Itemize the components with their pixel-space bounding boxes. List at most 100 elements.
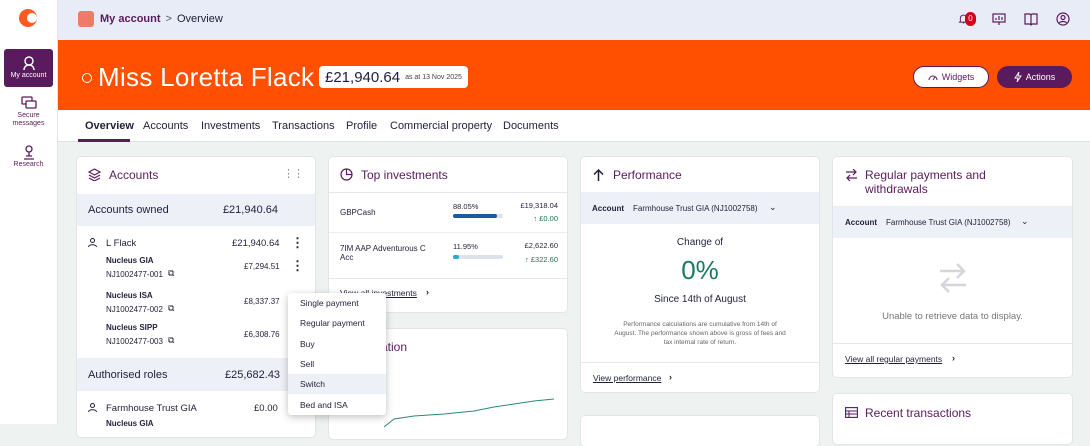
presentation-icon <box>992 13 1006 25</box>
regular-payments-card: Regular payments and withdrawals Account … <box>833 157 1072 377</box>
holder-more-icon[interactable]: ⋮ <box>291 235 304 250</box>
chevron-right-icon: › <box>426 287 429 297</box>
copy-icon[interactable]: ⧉ <box>168 335 175 345</box>
gauge-icon <box>928 75 938 81</box>
regular-payments-title: Regular payments and withdrawals <box>865 168 986 196</box>
top-investments-card: Top investments GBPCash 88.05% £19,318.0… <box>329 157 567 312</box>
trust-name: Farmhouse Trust GIA <box>106 403 197 414</box>
tab-documents[interactable]: Documents <box>503 120 559 132</box>
regular-payments-title-line: Regular payments and <box>865 168 986 182</box>
chevron-down-icon[interactable] <box>82 73 92 83</box>
accounts-title: Accounts <box>109 168 159 182</box>
research-icon <box>23 145 34 160</box>
product-name: Nucleus ISA <box>106 291 153 300</box>
investment-change: ↑ £0.00 <box>533 214 558 223</box>
menu-item-regular-payment[interactable]: Regular payment <box>300 318 365 329</box>
account-actions-menu: Single payment Regular payment Buy Sell … <box>288 293 386 415</box>
menu-item-sell[interactable]: Sell <box>300 359 315 370</box>
client-balance: £21,940.64 <box>325 68 401 86</box>
tab-commercial-property[interactable]: Commercial property <box>390 120 493 132</box>
person-icon <box>88 403 97 412</box>
actions-label: Actions <box>1025 72 1056 82</box>
account-icon <box>22 56 35 71</box>
tab-profile[interactable]: Profile <box>346 120 378 132</box>
chat-icon <box>20 96 37 109</box>
nav-label: messages <box>12 120 45 127</box>
chevron-right-icon: › <box>669 372 672 382</box>
widgets-button[interactable]: Widgets <box>913 66 989 88</box>
nav-label: My account <box>10 72 47 79</box>
presentation-button[interactable] <box>990 10 1008 28</box>
performance-account-label: Account <box>592 204 624 213</box>
guide-button[interactable] <box>1022 10 1040 28</box>
balance-pill: £21,940.64 as at 13 Nov 2025 <box>319 66 468 88</box>
performance-note-line: August. The performance shown above is g… <box>614 330 786 337</box>
accounts-owned-total: £21,940.64 <box>222 204 278 216</box>
menu-item-bed-and-isa[interactable]: Bed and ISA <box>300 399 348 410</box>
investment-name: 7IM AAP Adventurous C Acc <box>340 244 426 262</box>
menu-item-switch[interactable]: Switch <box>288 374 386 395</box>
left-nav: My account Secure messages Research <box>0 0 58 424</box>
product-ref: NJ1002477-002 <box>106 305 163 314</box>
regular-empty-message: Unable to retrieve data to display. <box>882 311 1023 322</box>
product-ref: NJ1002477-003 <box>106 337 163 346</box>
product-more-icon[interactable]: ⋮ <box>291 258 304 273</box>
transfer-icon <box>846 169 857 181</box>
investment-pct-fill <box>453 255 459 259</box>
accounts-owned-row: Accounts owned £21,940.64 <box>77 194 315 226</box>
view-performance-link[interactable]: View performance <box>593 373 662 383</box>
lightning-icon <box>1013 72 1022 82</box>
investment-name: GBPCash <box>340 208 376 217</box>
brand-logo[interactable] <box>19 9 37 27</box>
drag-handle-icon[interactable]: ⋮⋮ <box>283 168 304 180</box>
client-header: Miss Loretta Flack £21,940.64 as at 13 N… <box>58 40 1090 110</box>
breadcrumb: My account > Overview <box>100 13 223 25</box>
user-circle-icon <box>1056 12 1070 26</box>
performance-note-line: Performance calculations are cumulative … <box>623 321 777 328</box>
nav-secure-messages[interactable]: Secure messages <box>4 96 53 128</box>
chevron-down-icon[interactable]: ⌄ <box>1021 216 1029 226</box>
divider <box>329 278 567 279</box>
tab-overview[interactable]: Overview <box>85 120 134 132</box>
table-icon <box>845 407 858 418</box>
investment-pct: 11.95% <box>453 242 478 251</box>
actions-button[interactable]: Actions <box>997 66 1072 88</box>
nav-label: Research <box>13 161 44 168</box>
nav-research[interactable]: Research <box>4 144 53 169</box>
product-value: £6,308.76 <box>244 330 280 339</box>
tab-accounts[interactable]: Accounts <box>143 120 189 132</box>
performance-note: Performance calculations are cumulative … <box>593 320 807 347</box>
regular-account-select[interactable]: Farmhouse Trust GIA (NJ1002758) <box>886 218 1011 227</box>
investment-value: £2,622.60 <box>524 241 558 250</box>
arrow-up-icon <box>593 169 604 181</box>
tab-investments[interactable]: Investments <box>201 120 261 132</box>
product-ref: NJ1002477-001 <box>106 270 163 279</box>
chevron-down-icon[interactable]: ⌄ <box>769 202 777 212</box>
nav-my-account[interactable]: My account <box>4 49 53 87</box>
investment-value: £19,318.04 <box>520 201 558 210</box>
top-bar: My account > Overview 0 <box>58 0 1090 40</box>
investment-pct-bar <box>453 255 503 259</box>
menu-item-single-payment[interactable]: Single payment <box>300 298 359 309</box>
trust-value: £0.00 <box>254 403 278 414</box>
change-label: Change of <box>676 237 724 248</box>
nav-label: Secure <box>17 112 40 119</box>
breadcrumb-link[interactable]: My account <box>100 13 161 25</box>
menu-item-buy[interactable]: Buy <box>300 338 315 349</box>
product-name: Nucleus GIA <box>106 256 154 265</box>
authorised-total: £25,682.43 <box>225 369 281 381</box>
regular-account-label: Account <box>845 218 877 227</box>
person-icon <box>88 238 97 247</box>
notifications-button[interactable]: 0 <box>958 10 976 28</box>
tab-transactions[interactable]: Transactions <box>272 120 335 132</box>
performance-card: Performance Account Farmhouse Trust GIA … <box>581 157 819 392</box>
performance-account-select[interactable]: Farmhouse Trust GIA (NJ1002758) <box>633 204 758 213</box>
book-icon <box>1024 13 1038 26</box>
view-all-regular-payments-link[interactable]: View all regular payments <box>845 354 943 364</box>
investment-name-line: 7IM AAP Adventurous C <box>340 244 426 253</box>
profile-button[interactable] <box>1054 10 1072 28</box>
copy-icon[interactable]: ⧉ <box>168 268 175 278</box>
holder-total: £21,940.64 <box>232 238 280 249</box>
valuation-title: ation <box>381 340 408 354</box>
copy-icon[interactable]: ⧉ <box>168 303 175 313</box>
